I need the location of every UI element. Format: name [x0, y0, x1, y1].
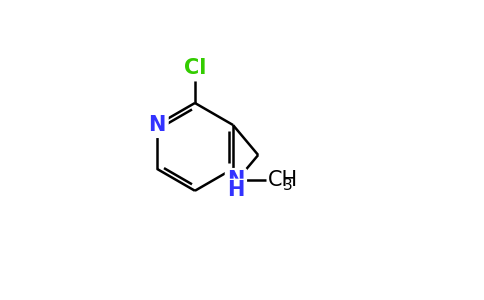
Text: N: N: [148, 115, 166, 135]
Text: CH: CH: [268, 170, 298, 190]
Text: 3: 3: [283, 178, 293, 193]
Text: H: H: [227, 180, 244, 200]
Text: Cl: Cl: [184, 58, 206, 78]
Text: N: N: [227, 170, 244, 190]
